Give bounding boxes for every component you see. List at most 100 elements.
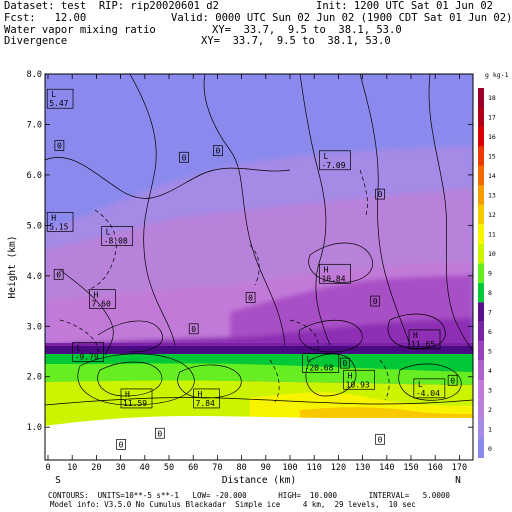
hl-label: L-9.79 — [72, 342, 104, 362]
hl-value: 11.59 — [123, 399, 147, 408]
hl-type: H — [51, 213, 56, 222]
colorbar-swatch — [478, 321, 484, 342]
contour-labels: H5.15L5.47L-8.08H7.60L-9.79H11.59H7.84L-… — [46, 88, 458, 450]
colorbar-level: 11 — [488, 231, 496, 239]
y-tick-label: 6.0 — [27, 171, 42, 181]
y-tick-label: 3.0 — [27, 322, 42, 332]
x-tick-label: 0 — [45, 463, 50, 473]
colorbar-level: 0 — [488, 445, 492, 453]
colorbar-swatch — [478, 107, 484, 127]
hl-type: H — [94, 291, 99, 300]
colorbar-level: 1 — [488, 425, 492, 433]
field2-xy: XY= 33.7, 9.5 to 38.1, 53.0 — [201, 35, 391, 47]
x-tick-label: 140 — [379, 463, 394, 473]
zero-contour-label: 0 — [53, 268, 64, 280]
zero-label-value: 0 — [182, 153, 187, 162]
zero-label-value: 0 — [378, 190, 383, 199]
zero-contour-label: 0 — [370, 295, 381, 307]
colorbar-level: 2 — [488, 406, 492, 414]
zero-label-box — [340, 357, 350, 369]
zero-label-box — [245, 292, 256, 303]
colorbar-swatch — [478, 282, 484, 303]
hl-value: 10.84 — [321, 274, 345, 283]
zero-contour-label: 0 — [340, 357, 350, 369]
zero-label-box — [154, 427, 165, 439]
moist-layer-green — [45, 354, 473, 372]
x-tick-label: 150 — [403, 463, 418, 473]
x-axis-label: Distance (km) — [222, 475, 296, 486]
hl-label: H11.65 — [408, 329, 441, 350]
y-tick-label: 7.0 — [27, 120, 42, 130]
moist-layer-lightgreen — [45, 363, 473, 385]
inversion-layer — [45, 346, 473, 354]
zero-label-value: 0 — [215, 147, 220, 156]
colorbar-level: 13 — [488, 192, 496, 200]
zero-contour-label: 0 — [375, 433, 385, 445]
hl-label: L-4.04 — [413, 378, 446, 399]
x-tick-label: 90 — [261, 463, 271, 473]
field2-name: Divergence — [4, 35, 68, 47]
zero-label-box — [54, 140, 65, 151]
zero-label-value: 0 — [373, 297, 378, 306]
zero-contour-label: 0 — [179, 151, 189, 163]
hl-type: L — [106, 227, 111, 236]
colorbar-swatch — [478, 88, 484, 108]
model-info: Model info: V3.5.0 No Cumulus Blackadar … — [50, 500, 416, 509]
colorbar-level: 14 — [488, 172, 496, 180]
x-tick-label: 80 — [236, 463, 246, 473]
zero-contour-label: 0 — [447, 374, 458, 386]
zero-label-value: 0 — [378, 435, 383, 444]
colorbar-level: 16 — [488, 133, 496, 141]
zero-contour-label: 0 — [375, 188, 385, 200]
colorbar-level: 15 — [488, 153, 496, 161]
hl-label: L-20.68 — [302, 353, 340, 373]
colorbar-swatch — [478, 243, 484, 264]
hl-label: H7.84 — [193, 388, 220, 409]
hl-value: 10.93 — [346, 380, 370, 389]
init-line: Init: 1200 UTC Sat 01 Jun 02 — [316, 0, 494, 12]
colorbar-swatch — [478, 360, 484, 381]
x-tick-label: 20 — [91, 463, 101, 473]
hl-label-box — [46, 211, 74, 232]
colorbar-swatch — [478, 126, 484, 147]
terrain — [45, 416, 473, 460]
hl-value: -7.09 — [321, 161, 345, 170]
zero-label-value: 0 — [56, 270, 61, 279]
hl-value: -8.08 — [104, 236, 128, 245]
x-tick-label: 100 — [282, 463, 297, 473]
colorbar-swatch — [478, 146, 484, 166]
x-tick-label: 40 — [140, 463, 150, 473]
colorbar-swatch — [478, 204, 484, 225]
hl-label: H5.15 — [46, 211, 74, 232]
colorbar-level: 12 — [488, 211, 496, 219]
colorbar-swatch — [478, 419, 484, 439]
zero-label-value: 0 — [343, 359, 348, 368]
hl-type: H — [198, 390, 203, 399]
colorbar-swatch — [478, 399, 484, 420]
colorbar-swatch — [478, 341, 484, 361]
x-tick-label: 30 — [115, 463, 125, 473]
plot-frame — [44, 73, 474, 461]
colorbar-swatch — [478, 185, 484, 205]
colorbar-swatch — [478, 302, 484, 322]
zero-label-box — [188, 323, 199, 335]
colorbar-level: 10 — [488, 250, 496, 258]
hl-type: L — [77, 344, 82, 353]
valid-line: Valid: 0000 UTC Sun 02 Jun 02 (1900 CDT … — [171, 12, 512, 24]
contours-info: CONTOURS: UNITS=10**-5 s**-1 LOW= -20.00… — [48, 491, 450, 500]
hl-type: H — [348, 371, 353, 380]
moisture-field — [45, 74, 473, 460]
hl-value: -9.79 — [75, 353, 99, 362]
zero-label-box — [53, 268, 64, 280]
x-tick-label: 50 — [164, 463, 174, 473]
hl-value: -4.04 — [416, 389, 440, 398]
hl-type: L — [418, 380, 423, 389]
hl-label: L-8.08 — [101, 226, 134, 246]
zero-label-box — [179, 151, 189, 163]
hl-label-box — [408, 329, 441, 350]
colorbar-level: 8 — [488, 289, 492, 297]
hl-label-box — [72, 342, 104, 362]
hl-value: 11.65 — [411, 340, 435, 349]
